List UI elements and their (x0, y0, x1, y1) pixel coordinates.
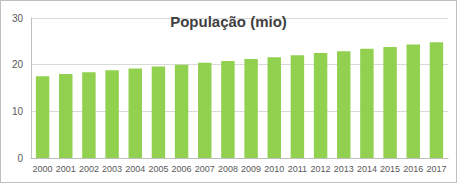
svg-text:2016: 2016 (403, 164, 423, 174)
svg-text:2010: 2010 (264, 164, 284, 174)
svg-text:2006: 2006 (172, 164, 192, 174)
svg-text:2011: 2011 (288, 164, 307, 174)
svg-text:2002: 2002 (79, 164, 99, 174)
svg-text:2009: 2009 (241, 164, 261, 174)
svg-text:2001: 2001 (56, 164, 76, 174)
svg-text:0: 0 (17, 153, 23, 164)
svg-text:2012: 2012 (311, 164, 331, 174)
svg-text:2013: 2013 (334, 164, 354, 174)
svg-text:2017: 2017 (426, 164, 446, 174)
svg-text:10: 10 (12, 106, 24, 117)
svg-text:20: 20 (12, 59, 24, 70)
svg-text:30: 30 (12, 13, 24, 24)
svg-text:2005: 2005 (148, 164, 168, 174)
svg-text:2007: 2007 (195, 164, 215, 174)
svg-text:2014: 2014 (357, 164, 377, 174)
svg-text:2003: 2003 (102, 164, 122, 174)
svg-text:2000: 2000 (33, 164, 53, 174)
svg-text:2004: 2004 (125, 164, 145, 174)
svg-text:2015: 2015 (380, 164, 400, 174)
svg-text:População (mio): População (mio) (170, 13, 287, 30)
svg-text:2008: 2008 (218, 164, 238, 174)
